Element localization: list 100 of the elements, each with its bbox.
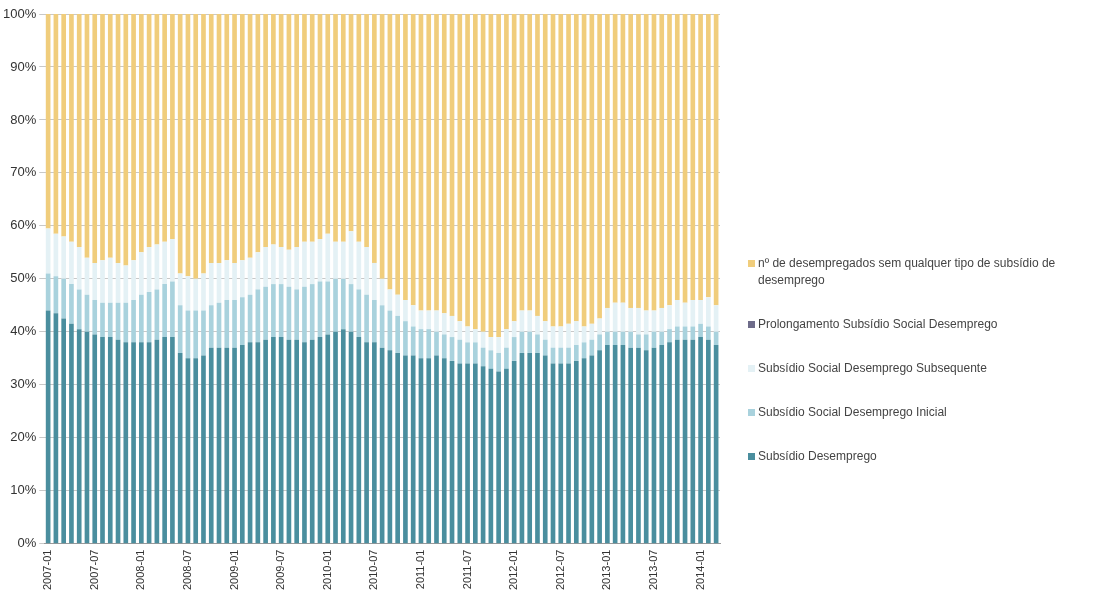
bar — [193, 358, 199, 544]
x-tick-label: 2011-07 — [460, 549, 473, 590]
bar — [193, 278, 199, 311]
bar — [527, 310, 533, 332]
bar — [107, 14, 113, 258]
bar — [674, 326, 680, 340]
bar — [542, 355, 548, 544]
bar — [364, 342, 369, 544]
bar — [92, 14, 98, 263]
bar — [698, 323, 703, 338]
x-tick-label: 2010-07 — [367, 549, 380, 591]
bar — [364, 247, 369, 295]
bar — [706, 297, 711, 327]
bar — [682, 326, 688, 340]
bar — [208, 262, 214, 306]
y-tick-label: 60% — [10, 217, 37, 233]
bar — [457, 339, 463, 364]
bar — [263, 14, 268, 248]
bar — [208, 14, 214, 263]
bar — [496, 352, 501, 372]
bar — [504, 347, 509, 369]
bar — [558, 326, 564, 348]
bar — [465, 14, 470, 327]
bar — [364, 14, 369, 248]
bar — [690, 14, 696, 300]
y-tick-label: 70% — [10, 164, 37, 180]
bar — [465, 342, 470, 364]
y-tick-label: 30% — [10, 376, 37, 392]
bar — [698, 14, 703, 300]
bar — [395, 294, 400, 316]
bar — [263, 339, 268, 544]
bar — [170, 239, 175, 282]
bar — [193, 310, 199, 359]
bar — [504, 329, 509, 348]
bar — [232, 347, 237, 544]
bar — [410, 305, 416, 327]
bar — [294, 289, 300, 340]
bar — [643, 14, 649, 311]
bar — [170, 14, 175, 240]
bar — [162, 284, 167, 338]
bar — [410, 14, 416, 306]
y-tick-label: 40% — [10, 323, 37, 339]
bar — [674, 300, 680, 327]
bar — [659, 345, 665, 544]
bar — [605, 345, 610, 544]
bar — [434, 355, 439, 544]
x-tick-label: 2007-07 — [87, 549, 100, 591]
y-tick-label: 80% — [10, 111, 37, 127]
bar — [294, 247, 300, 290]
bar — [441, 313, 447, 335]
bar — [395, 14, 400, 295]
bar — [193, 14, 199, 279]
bar — [271, 244, 276, 285]
x-tick-label: 2010-01 — [320, 549, 333, 591]
bar — [628, 347, 634, 544]
bar — [372, 300, 377, 343]
bar — [61, 318, 66, 544]
bar — [566, 363, 571, 544]
bar — [139, 14, 144, 253]
bar — [92, 262, 98, 300]
bar — [201, 310, 206, 356]
bar — [201, 273, 206, 311]
y-tick-label: 50% — [10, 270, 37, 286]
bar — [643, 350, 649, 544]
bar — [239, 345, 245, 544]
bar — [100, 337, 105, 544]
bar — [706, 326, 711, 340]
bar — [162, 14, 167, 242]
bar — [496, 371, 501, 544]
bar — [527, 352, 533, 544]
bar — [92, 300, 98, 335]
x-tick-label: 2014-01 — [693, 549, 706, 591]
bar — [465, 363, 470, 544]
bar — [434, 310, 439, 332]
bar — [403, 321, 408, 356]
legend-label: Prolongamento Subsídio Social Desemprego — [758, 316, 998, 333]
bar — [325, 233, 331, 282]
bar — [643, 334, 649, 351]
bar — [558, 363, 564, 544]
bar — [123, 302, 129, 343]
bar — [302, 342, 307, 544]
bar — [473, 342, 478, 364]
bar — [107, 257, 113, 303]
bar — [309, 284, 315, 340]
bar — [224, 347, 230, 544]
bar — [61, 236, 66, 279]
y-tick-label: 0% — [17, 535, 37, 551]
y-tick-label: 20% — [10, 429, 37, 445]
bar — [123, 265, 129, 303]
bar — [659, 14, 665, 308]
bar — [636, 307, 641, 335]
bar — [131, 14, 136, 261]
bar — [690, 339, 696, 544]
bar — [473, 14, 478, 330]
bar — [573, 321, 579, 346]
bar — [69, 284, 74, 324]
bar — [597, 14, 602, 319]
bar — [100, 260, 105, 303]
bar — [628, 307, 634, 332]
bar — [170, 337, 175, 544]
